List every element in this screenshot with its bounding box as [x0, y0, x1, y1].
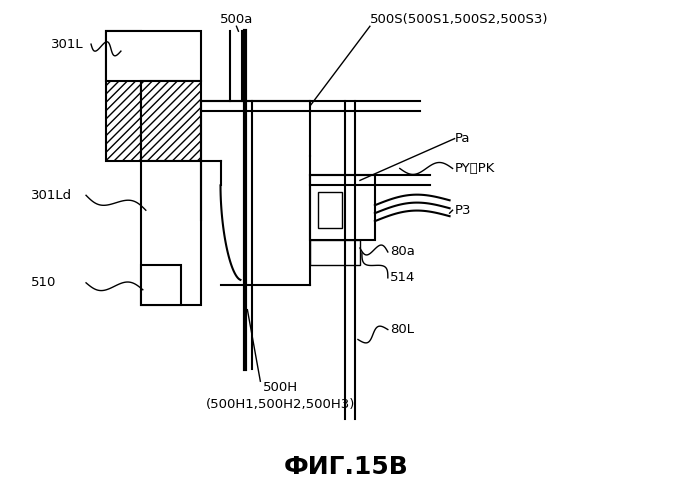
- Text: ФИГ.15В: ФИГ.15В: [284, 455, 409, 479]
- Bar: [106, 31, 200, 81]
- Text: 500S(500S1,500S2,500S3): 500S(500S1,500S2,500S3): [370, 13, 548, 26]
- Text: (500H1,500H2,500H3): (500H1,500H2,500H3): [206, 398, 355, 410]
- Text: 80a: 80a: [390, 246, 414, 258]
- Text: 301L: 301L: [51, 38, 84, 51]
- Text: 500H: 500H: [263, 380, 298, 394]
- Bar: [141, 265, 181, 304]
- Text: Pa: Pa: [455, 132, 470, 145]
- Bar: [310, 240, 360, 265]
- Bar: [318, 192, 342, 228]
- Bar: [310, 176, 375, 240]
- Text: 514: 514: [390, 272, 415, 284]
- Text: 500a: 500a: [220, 13, 253, 26]
- Text: 510: 510: [31, 276, 57, 289]
- Bar: [141, 160, 200, 304]
- Text: 80L: 80L: [390, 323, 414, 336]
- Text: 301Ld: 301Ld: [31, 189, 72, 202]
- Bar: [106, 31, 141, 160]
- Text: P3: P3: [455, 204, 471, 216]
- Text: PY〜PK: PY〜PK: [455, 162, 495, 175]
- Bar: [141, 81, 200, 160]
